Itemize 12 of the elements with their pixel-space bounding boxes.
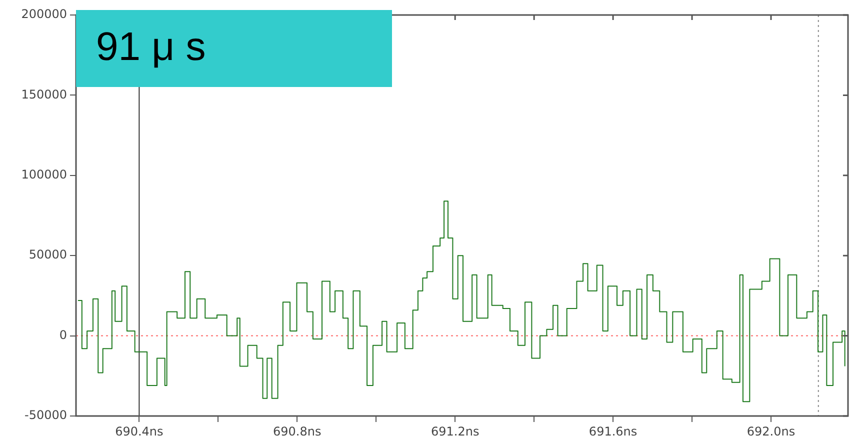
x-tick-label: 692.0ns	[746, 424, 796, 438]
x-tick-label: 690.4ns	[115, 424, 164, 438]
y-tick-label: 100000	[21, 168, 67, 182]
y-tick-label: 200000	[21, 7, 67, 22]
y-tick-label: 0	[59, 328, 67, 342]
annotation: 91 μ s	[96, 25, 206, 70]
y-tick-label: 50000	[28, 248, 67, 262]
y-tick-label: 150000	[21, 87, 67, 102]
x-tick-label: 691.2ns	[430, 424, 480, 438]
x-tick-label: 691.6ns	[588, 424, 638, 438]
y-tick-label: -50000	[24, 408, 67, 422]
x-tick-label: 690.8ns	[273, 424, 322, 438]
